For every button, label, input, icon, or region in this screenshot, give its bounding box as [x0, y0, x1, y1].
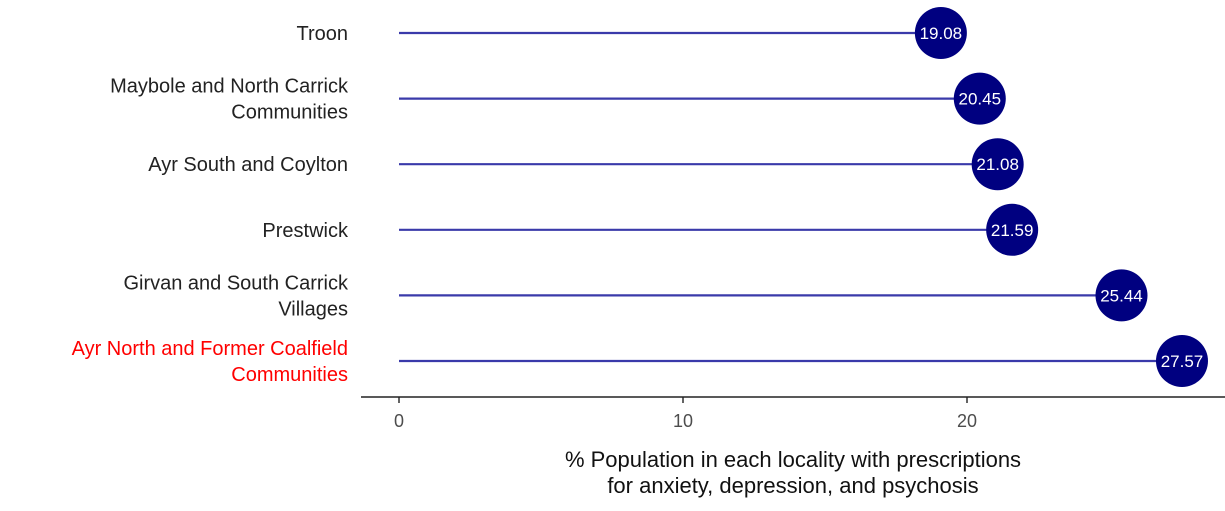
- value-labels-group: 19.08 20.45 21.08 21.59 25.44 27.57: [920, 24, 1204, 371]
- x-axis-title: % Population in each locality with presc…: [565, 447, 1021, 498]
- category-label-line: Troon: [296, 23, 348, 45]
- category-label: Ayr South and Coylton: [148, 154, 348, 176]
- value-label: 21.59: [991, 221, 1034, 240]
- category-label-line: Girvan and South Carrick: [123, 272, 349, 294]
- value-label: 21.08: [976, 155, 1019, 174]
- point-marker: [1155, 335, 1208, 387]
- value-label: 25.44: [1100, 286, 1143, 305]
- x-tick-label: 0: [394, 411, 404, 431]
- value-label: 20.45: [959, 90, 1002, 109]
- point-marker: [986, 203, 1039, 256]
- category-label: Ayr North and Former Coalfield Communitie…: [72, 338, 348, 386]
- points-group: [914, 7, 1208, 387]
- point-marker: [953, 72, 1006, 125]
- x-tick-label: 10: [673, 411, 693, 431]
- value-label: 19.08: [920, 24, 963, 43]
- x-tick-label: 20: [957, 411, 977, 431]
- category-label-line: Communities: [231, 102, 348, 124]
- category-label-line: Communities: [231, 364, 348, 386]
- category-label-line: Villages: [278, 298, 348, 320]
- category-label-line: Maybole and North Carrick: [110, 76, 349, 98]
- x-axis-ticks: 0 10 20: [394, 397, 977, 431]
- category-label-line: Ayr North and Former Coalfield: [72, 338, 348, 360]
- category-label-line: Prestwick: [262, 220, 349, 242]
- category-label: Prestwick: [262, 220, 349, 242]
- category-label-line: Ayr South and Coylton: [148, 154, 348, 176]
- x-axis-title-line: for anxiety, depression, and psychosis: [607, 473, 978, 498]
- category-label: Troon: [296, 23, 348, 45]
- category-label: Girvan and South Carrick Villages: [123, 272, 349, 320]
- point-marker: [914, 7, 967, 59]
- category-label: Maybole and North Carrick Communities: [110, 76, 349, 124]
- y-axis-labels: Troon Maybole and North Carrick Communitie…: [72, 23, 349, 386]
- value-label: 27.57: [1161, 352, 1204, 371]
- stems-group: [399, 31, 1182, 363]
- x-axis-title-line: % Population in each locality with presc…: [565, 447, 1021, 472]
- point-marker: [971, 138, 1024, 191]
- point-marker: [1095, 269, 1148, 322]
